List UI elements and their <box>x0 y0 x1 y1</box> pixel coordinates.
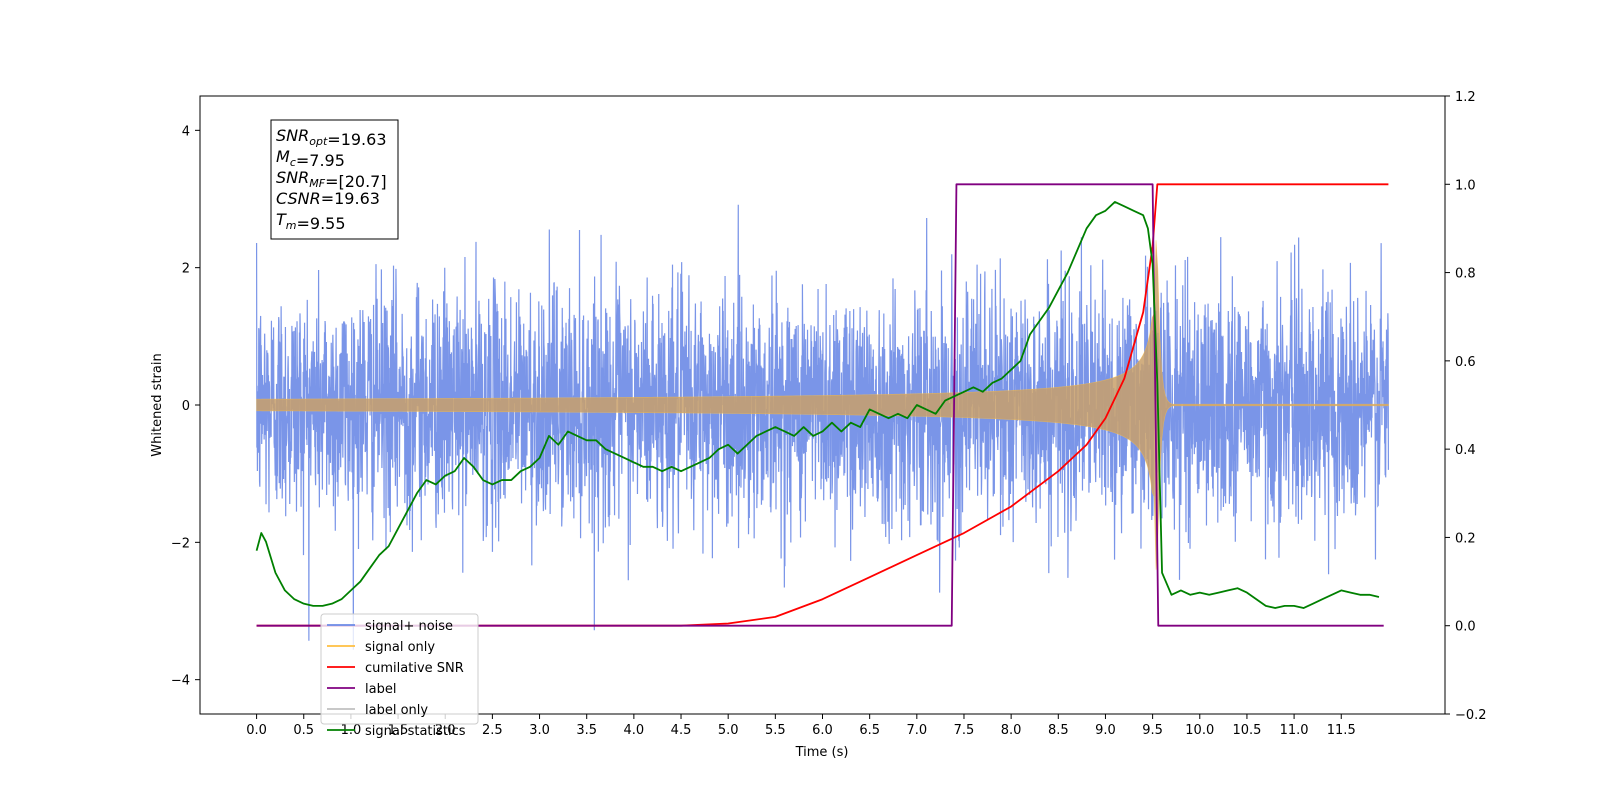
x-tick-label: 9.5 <box>1142 723 1163 738</box>
x-tick-label: 4.0 <box>624 723 645 738</box>
y-right-tick-label: 0.6 <box>1455 355 1476 370</box>
x-tick-label: 11.5 <box>1327 723 1356 738</box>
legend-entry: signal only <box>327 640 435 655</box>
legend: signal+ noise signal only cumilative SNR la… <box>320 613 479 739</box>
y-left-tick-label: 0 <box>182 399 190 414</box>
x-tick-label: 6.0 <box>812 723 833 738</box>
series-signal-noise <box>255 204 1390 650</box>
x-tick-label: 2.5 <box>482 723 503 738</box>
info-box-frame <box>270 119 399 240</box>
y-axis-left: −4 −2 0 2 4 <box>171 124 200 689</box>
legend-label: signal+ noise <box>365 619 453 634</box>
x-tick-label: 7.0 <box>906 723 927 738</box>
x-tick-label: 10.5 <box>1232 723 1261 738</box>
info-line: SNRMF=[20.7] <box>276 168 387 191</box>
legend-entry: label only <box>327 703 428 718</box>
y-left-tick-label: −4 <box>171 674 190 689</box>
legend-entry: signal+ noise <box>327 619 453 634</box>
y-right-tick-label: 0.2 <box>1455 531 1476 546</box>
legend-label: label only <box>365 703 428 718</box>
x-tick-label: 5.5 <box>765 723 786 738</box>
info-line: Mc=7.95 <box>276 147 345 170</box>
y-right-tick-label: 1.2 <box>1455 90 1476 105</box>
legend-entry: cumilative SNR <box>327 661 464 676</box>
x-tick-label: 4.5 <box>671 723 692 738</box>
info-line: SNRopt=19.63 <box>276 126 387 149</box>
y-axis-right: −0.2 0.0 0.2 0.4 0.6 0.8 1.0 1.2 <box>1445 90 1487 723</box>
y-left-tick-label: 4 <box>182 124 190 139</box>
info-line: Tm=9.55 <box>276 210 346 233</box>
series-layer <box>255 183 1390 650</box>
x-tick-label: 0.0 <box>246 723 267 738</box>
info-box: SNRopt=19.63Mc=7.95SNRMF=[20.7]CSNR=19.6… <box>270 119 399 240</box>
x-tick-label: 11.0 <box>1280 723 1309 738</box>
info-line: CSNR=19.63 <box>276 189 380 208</box>
x-tick-label: 3.5 <box>576 723 597 738</box>
series-label <box>256 183 1384 627</box>
y-axis-label-left: Whitened strain <box>150 353 165 456</box>
series-signal-only <box>256 240 1389 570</box>
y-left-tick-label: 2 <box>182 262 190 277</box>
legend-label: signal statistics <box>365 724 466 739</box>
legend-frame <box>320 613 479 725</box>
x-axis-label: Time (s) <box>795 745 849 760</box>
x-tick-label: 2.0 <box>435 723 456 738</box>
x-tick-label: 3.0 <box>529 723 550 738</box>
x-tick-label: 8.0 <box>1001 723 1022 738</box>
y-right-tick-label: 0.4 <box>1455 443 1476 458</box>
x-axis: 0.0 0.5 1.0 1.5 2.0 2.5 3.0 3.5 4.0 4.5 5.0 5.5 6.0 6… <box>246 714 1356 738</box>
x-tick-label: 7.5 <box>954 723 975 738</box>
legend-entry: label <box>327 682 396 697</box>
x-tick-label: 10.0 <box>1185 723 1214 738</box>
x-tick-label: 1.5 <box>388 723 409 738</box>
x-tick-label: 5.0 <box>718 723 739 738</box>
y-right-tick-label: 0.8 <box>1455 267 1476 282</box>
legend-label: label <box>365 682 396 697</box>
legend-label: cumilative SNR <box>365 661 464 676</box>
x-tick-label: 9.0 <box>1095 723 1116 738</box>
x-tick-label: 6.5 <box>859 723 880 738</box>
legend-entry: signal statistics <box>327 724 466 739</box>
y-left-tick-label: −2 <box>171 536 190 551</box>
x-tick-label: 0.5 <box>293 723 314 738</box>
y-right-tick-label: −0.2 <box>1455 708 1487 723</box>
series-signal-statistics <box>255 201 1380 609</box>
y-right-tick-label: 1.0 <box>1455 178 1476 193</box>
legend-label: signal only <box>365 640 435 655</box>
y-right-tick-label: 0.0 <box>1455 620 1476 635</box>
x-tick-label: 8.5 <box>1048 723 1069 738</box>
